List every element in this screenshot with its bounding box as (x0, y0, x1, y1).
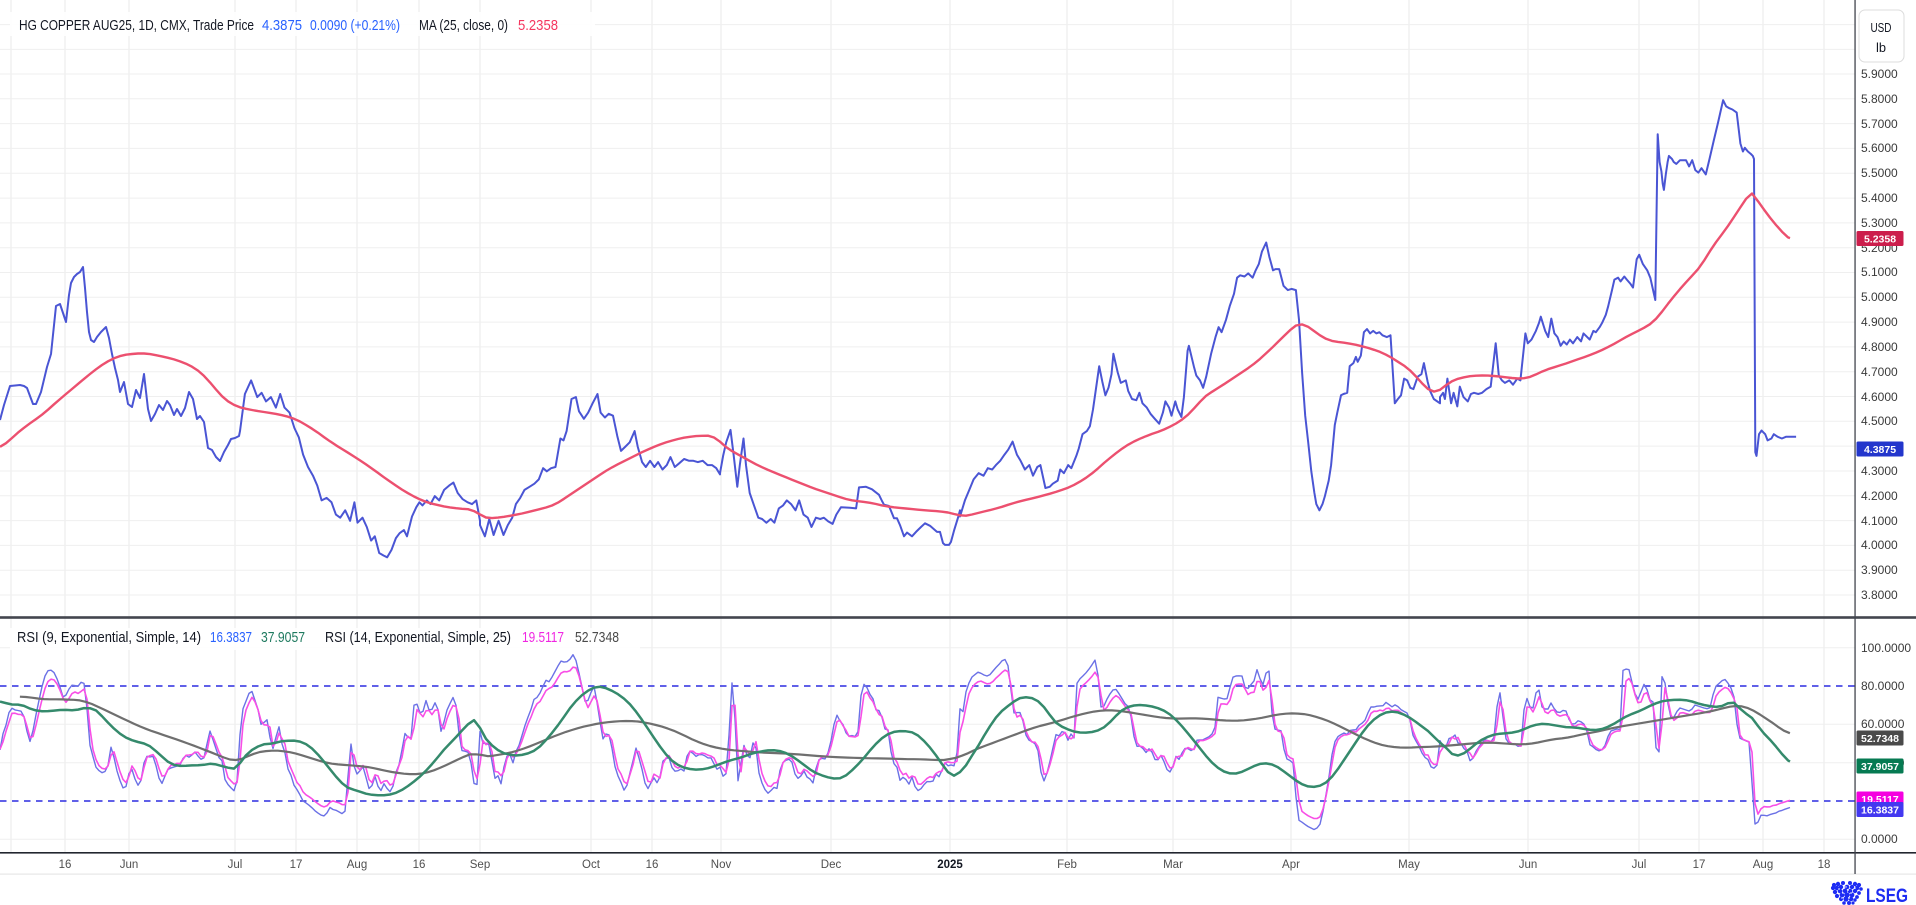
svg-text:4.3000: 4.3000 (1861, 464, 1898, 478)
svg-text:4.2000: 4.2000 (1861, 489, 1898, 503)
svg-text:USD: USD (1871, 21, 1892, 35)
svg-text:16.3837: 16.3837 (210, 629, 252, 646)
svg-text:37.9057: 37.9057 (1861, 761, 1899, 773)
svg-text:May: May (1398, 859, 1420, 871)
svg-text:5.3000: 5.3000 (1861, 216, 1898, 230)
svg-text:5.8000: 5.8000 (1861, 92, 1898, 106)
svg-text:5.7000: 5.7000 (1861, 117, 1898, 131)
svg-text:HG COPPER AUG25, 1D, CMX, Trad: HG COPPER AUG25, 1D, CMX, Trade Price (19, 17, 254, 34)
svg-text:Sep: Sep (470, 859, 490, 871)
svg-text:2025: 2025 (937, 859, 963, 871)
svg-text:0.0000: 0.0000 (1861, 832, 1898, 846)
svg-text:MA (25, close, 0): MA (25, close, 0) (419, 17, 508, 34)
svg-text:Mar: Mar (1163, 859, 1183, 871)
svg-text:4.5000: 4.5000 (1861, 414, 1898, 428)
svg-text:5.4000: 5.4000 (1861, 191, 1898, 205)
svg-text:4.1000: 4.1000 (1861, 514, 1898, 528)
svg-text:Oct: Oct (582, 859, 601, 871)
svg-text:16.3837: 16.3837 (1861, 804, 1899, 816)
svg-text:5.5000: 5.5000 (1861, 166, 1898, 180)
svg-text:Aug: Aug (1753, 859, 1773, 871)
svg-text:100.0000: 100.0000 (1861, 641, 1911, 655)
svg-text:lb: lb (1876, 41, 1886, 55)
svg-text:Aug: Aug (347, 859, 367, 871)
svg-text:Apr: Apr (1282, 859, 1300, 871)
svg-text:52.7348: 52.7348 (575, 629, 619, 646)
svg-text:RSI (14, Exponential, Simple,: RSI (14, Exponential, Simple, 25) (325, 629, 511, 646)
svg-text:Nov: Nov (711, 859, 732, 871)
svg-text:Jul: Jul (1632, 859, 1647, 871)
svg-text:16: 16 (646, 859, 659, 871)
svg-text:19.5117: 19.5117 (522, 629, 564, 646)
svg-text:4.3875: 4.3875 (262, 17, 302, 34)
svg-text:3.8000: 3.8000 (1861, 588, 1898, 602)
svg-text:3.9000: 3.9000 (1861, 563, 1898, 577)
svg-text:Jun: Jun (120, 859, 139, 871)
svg-text:16: 16 (413, 859, 426, 871)
svg-text:5.9000: 5.9000 (1861, 67, 1898, 81)
svg-text:5.2358: 5.2358 (518, 17, 558, 34)
svg-text:4.8000: 4.8000 (1861, 340, 1898, 354)
svg-text:Dec: Dec (821, 859, 842, 871)
svg-text:17: 17 (1693, 859, 1706, 871)
svg-text:5.2358: 5.2358 (1864, 233, 1896, 245)
svg-text:4.6000: 4.6000 (1861, 390, 1898, 404)
svg-text:LSEG: LSEG (1866, 886, 1908, 905)
svg-text:4.0000: 4.0000 (1861, 538, 1898, 552)
svg-text:52.7348: 52.7348 (1861, 733, 1899, 745)
svg-text:18: 18 (1818, 859, 1831, 871)
svg-text:Jul: Jul (228, 859, 243, 871)
svg-text:RSI (9, Exponential, Simple, 1: RSI (9, Exponential, Simple, 14) (17, 629, 201, 646)
svg-text:Jun: Jun (1519, 859, 1538, 871)
svg-text:60.0000: 60.0000 (1861, 717, 1905, 731)
svg-text:4.3875: 4.3875 (1864, 444, 1896, 456)
svg-text:5.6000: 5.6000 (1861, 141, 1898, 155)
svg-text:37.9057: 37.9057 (261, 629, 305, 646)
svg-text:5.1000: 5.1000 (1861, 265, 1898, 279)
svg-text:Feb: Feb (1057, 859, 1077, 871)
svg-text:0.0090 (+0.21%): 0.0090 (+0.21%) (310, 17, 400, 34)
svg-text:5.0000: 5.0000 (1861, 290, 1898, 304)
svg-text:17: 17 (290, 859, 303, 871)
svg-text:16: 16 (59, 859, 72, 871)
svg-text:4.9000: 4.9000 (1861, 315, 1898, 329)
svg-text:4.7000: 4.7000 (1861, 365, 1898, 379)
svg-text:80.0000: 80.0000 (1861, 679, 1905, 693)
